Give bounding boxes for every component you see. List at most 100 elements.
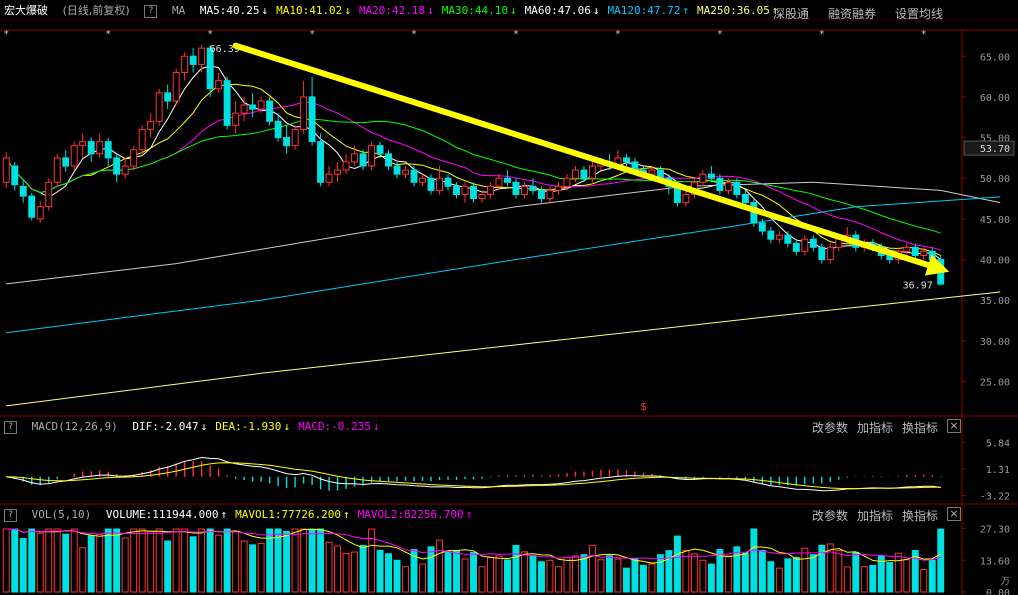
- candle: [79, 133, 87, 158]
- volume-bar: [308, 528, 316, 593]
- indicator-value: DIF:-2.047: [132, 420, 199, 433]
- volume-bar: [707, 563, 715, 593]
- close-icon[interactable]: ×: [947, 419, 961, 433]
- candle: [758, 218, 766, 236]
- macd-help-icon[interactable]: ?: [4, 420, 17, 434]
- candle: [784, 231, 792, 248]
- volume-bar: [826, 543, 834, 593]
- candle: [410, 166, 418, 187]
- candle-body: [198, 47, 206, 65]
- toolbar-button[interactable]: 换指标: [902, 421, 939, 435]
- arrow-up-icon: ↑: [465, 508, 473, 521]
- candle-body: [716, 177, 724, 191]
- macd-indicator-name[interactable]: MACD(12,26,9): [31, 420, 118, 433]
- toolbar-button[interactable]: 深股通: [773, 7, 810, 21]
- volume-bar: [223, 528, 231, 593]
- volume-bar: [767, 561, 775, 593]
- macd-y-tick-label: 1.31: [986, 465, 1010, 476]
- volume-bar: [741, 552, 749, 593]
- macd-y-tick-label: 5.84: [986, 439, 1010, 450]
- candle: [232, 100, 240, 134]
- low-price-label: 36.97: [903, 281, 933, 292]
- ma-line-ma30: [5, 118, 941, 234]
- candle: [537, 186, 545, 203]
- toolbar-button[interactable]: 融资融券: [828, 7, 877, 21]
- trend-arrow-shaft: [232, 42, 932, 269]
- candle: [588, 161, 596, 183]
- indicator-value: DEA:-1.930: [215, 420, 282, 433]
- volume-bar: [733, 546, 741, 593]
- toolbar-button[interactable]: 改参数: [812, 421, 849, 435]
- candle: [62, 149, 70, 172]
- candle: [215, 72, 223, 93]
- candle-body: [707, 173, 715, 179]
- candle-body: [436, 177, 443, 191]
- candle-body: [571, 169, 579, 179]
- volume-bar: [240, 540, 248, 593]
- volume-bar: [138, 528, 146, 593]
- vol-indicator-name[interactable]: VOL(5,10): [31, 508, 92, 521]
- vol-values: VOLUME:111944.000 ↑ MAVOL1:77726.200 ↑ MAVOL…: [106, 508, 480, 521]
- indicator-value: MA10:41.02: [276, 4, 343, 17]
- volume-bar: [104, 528, 112, 593]
- candle-body: [622, 157, 630, 163]
- candle-body: [70, 145, 78, 167]
- candle: [53, 153, 61, 187]
- arrow-up-icon: ↑: [220, 508, 228, 521]
- candle-body: [376, 145, 384, 155]
- candle: [240, 96, 248, 122]
- toolbar-button[interactable]: 加指标: [857, 421, 894, 435]
- toolbar-button[interactable]: 换指标: [902, 509, 939, 523]
- candle: [402, 166, 410, 179]
- volume-bar: [393, 559, 401, 593]
- event-marker: *: [309, 29, 315, 40]
- vol-help-icon[interactable]: ?: [4, 508, 17, 522]
- candle: [563, 174, 571, 191]
- volume-bar: [147, 530, 155, 593]
- candle-body: [334, 169, 342, 175]
- candle-body: [215, 80, 223, 90]
- volume-bar: [249, 544, 257, 593]
- volume-bar: [274, 528, 282, 593]
- candle: [96, 133, 104, 158]
- volume-bar: [792, 556, 800, 593]
- candle-body: [588, 165, 596, 179]
- candle: [274, 113, 282, 142]
- toolbar-button[interactable]: 改参数: [812, 509, 849, 523]
- volume-bar: [325, 541, 333, 593]
- volume-bar: [554, 566, 562, 593]
- candle: [580, 166, 588, 183]
- candle-body: [385, 153, 393, 167]
- help-icon[interactable]: ?: [144, 4, 158, 18]
- volume-bar: [453, 549, 460, 593]
- candle-body: [249, 104, 257, 110]
- candle-body: [470, 185, 477, 200]
- candle: [70, 141, 78, 171]
- candle-body: [172, 72, 180, 102]
- volume-bar: [11, 528, 19, 593]
- arrow-down-icon: ↓: [283, 420, 291, 433]
- arrow-down-icon: ↓: [427, 4, 434, 17]
- candle-body: [427, 177, 435, 191]
- candle: [801, 235, 809, 256]
- toolbar-button[interactable]: 加指标: [857, 509, 894, 523]
- toolbar-button[interactable]: 设置均线: [895, 7, 944, 21]
- volume-bar: [317, 528, 325, 593]
- y-tick-label: 65.00: [980, 52, 1010, 63]
- stock-name[interactable]: 宏大爆破: [4, 4, 48, 17]
- candle-body: [368, 145, 376, 167]
- event-marker: *: [819, 29, 825, 40]
- candle: [512, 178, 520, 199]
- candle-body: [801, 238, 809, 252]
- candle: [520, 182, 528, 199]
- volume-bar: [495, 555, 503, 593]
- candle-body: [784, 234, 792, 244]
- close-icon[interactable]: ×: [947, 507, 961, 521]
- volume-bar: [155, 528, 163, 593]
- y-tick-label: 60.00: [980, 93, 1010, 104]
- event-marker: *: [615, 29, 621, 40]
- volume-bar: [571, 555, 579, 593]
- candle: [682, 190, 690, 207]
- candle-body: [512, 181, 520, 195]
